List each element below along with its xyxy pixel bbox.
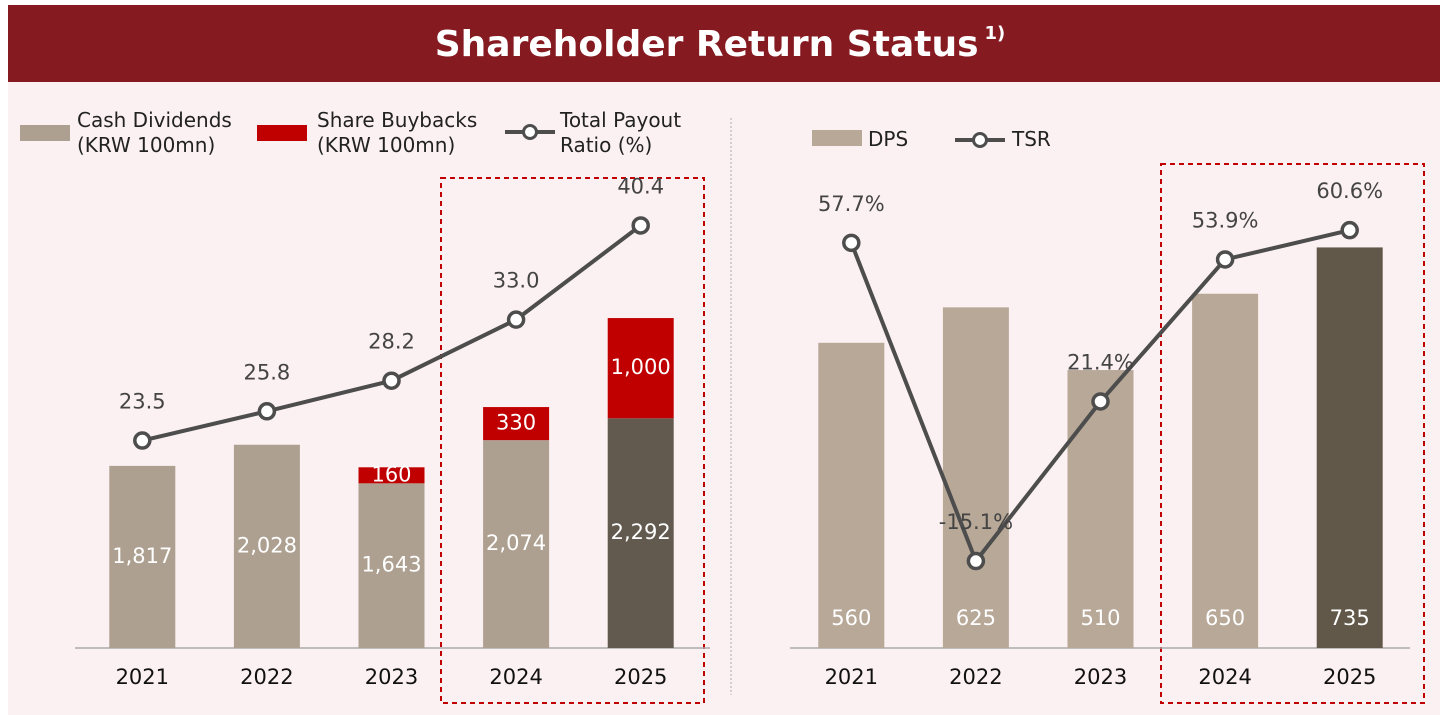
line-point (1340, 220, 1359, 240)
data-label: 625 (956, 606, 996, 630)
data-label: 510 (1080, 606, 1120, 630)
x-tick-label: 2025 (1323, 665, 1376, 689)
line-point (631, 216, 650, 235)
line-point (1091, 392, 1110, 411)
legend-label: Total Payout Ratio (%) (560, 108, 682, 157)
bar (607, 318, 674, 419)
data-label: 53.9% (1192, 208, 1259, 232)
title-text: Shareholder Return Status (435, 24, 979, 65)
legend-label: DPS (868, 127, 909, 151)
legend-label: Share Buybacks (KRW 100mn) (317, 108, 478, 157)
data-label: -15.1% (939, 510, 1013, 534)
data-label: 1,817 (112, 544, 172, 568)
line-point (133, 431, 152, 450)
x-tick-label: 2023 (1074, 665, 1127, 689)
legend-label: Cash Dividends (KRW 100mn) (77, 108, 232, 157)
line-point (1215, 250, 1235, 269)
data-label: 2,028 (237, 533, 297, 557)
bar (483, 407, 550, 441)
line-point (382, 371, 401, 390)
highlight-box (440, 177, 705, 704)
bar (483, 440, 550, 648)
x-tick-label: 2022 (240, 665, 293, 689)
bar (358, 467, 425, 484)
title-note: 1) (985, 23, 1006, 44)
data-label: 1,000 (611, 355, 671, 379)
data-label: 57.7% (818, 192, 885, 216)
line-point (842, 233, 861, 253)
bar (607, 418, 674, 648)
data-label: 2,292 (611, 520, 671, 544)
bar (358, 483, 425, 648)
data-label: 60.6% (1316, 179, 1383, 203)
bar (109, 465, 176, 648)
bar (1192, 293, 1259, 648)
data-label: 650 (1205, 606, 1245, 630)
legend-marker (522, 124, 538, 140)
bar (233, 444, 300, 648)
line-point (966, 551, 986, 571)
legend-swatch (812, 130, 862, 146)
data-label: 21.4% (1067, 350, 1134, 374)
data-label: 28.2 (368, 330, 415, 354)
data-label: 735 (1330, 606, 1370, 630)
x-tick-label: 2025 (614, 665, 667, 689)
x-tick-label: 2023 (365, 665, 418, 689)
x-tick-label: 2024 (1198, 665, 1251, 689)
x-tick-label: 2021 (116, 665, 169, 689)
data-label: 40.4 (617, 174, 664, 198)
bar (818, 342, 885, 648)
data-label: 25.8 (244, 360, 291, 384)
data-label: 560 (831, 606, 871, 630)
x-tick-label: 2022 (949, 665, 1002, 689)
bar (1316, 247, 1383, 648)
line-point (506, 310, 526, 329)
line-point (257, 402, 277, 421)
x-tick-label: 2024 (489, 665, 542, 689)
header (8, 5, 1440, 82)
legend-marker (972, 132, 988, 148)
data-label: 33.0 (493, 269, 540, 293)
data-label: 160 (371, 462, 411, 486)
data-label: 330 (496, 411, 536, 435)
data-label: 2,074 (486, 531, 546, 555)
chart-title: Shareholder Return Status 1) (435, 23, 1006, 65)
highlight-box (1160, 163, 1425, 704)
bar (1067, 370, 1134, 648)
data-label: 1,643 (361, 553, 421, 577)
data-label: 23.5 (119, 390, 166, 414)
legend-swatch (257, 125, 307, 141)
legend-swatch (20, 125, 70, 141)
bar (942, 307, 1009, 648)
x-tick-label: 2021 (825, 665, 878, 689)
legend-label: TSR (1012, 127, 1051, 151)
